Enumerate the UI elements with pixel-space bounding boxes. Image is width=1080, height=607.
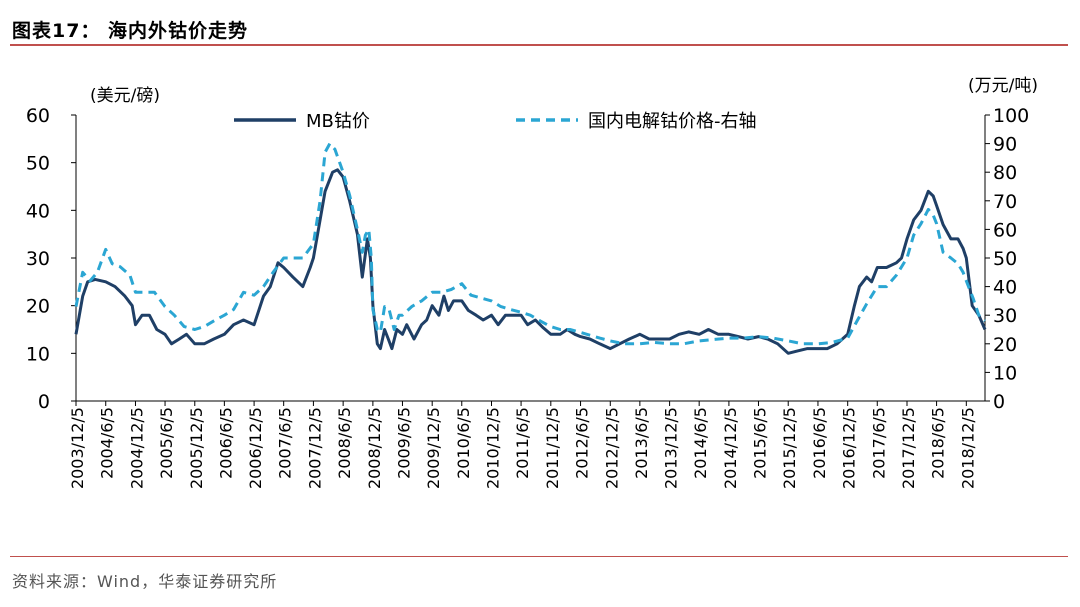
y-right-tick-label: 30 [993,305,1017,327]
chart-axes: 0 10 20 30 40 50 60 0 10 20 30 40 50 60 70 80 90 100 2003/… [26,105,1029,489]
y-left-tick-label: 10 [26,343,50,365]
x-tick-label: 2003/12/5 [68,407,87,489]
x-tick-label: 2007/6/5 [276,407,295,479]
y-right-tick-label: 60 [993,219,1017,241]
legend-label: 国内电解钴价格-右轴 [588,111,757,132]
y-right-tick-label: 90 [993,134,1017,156]
y-right-tick-label: 100 [993,105,1029,127]
x-tick-label: 2010/12/5 [484,407,503,489]
y-left-tick-label: 40 [26,200,50,222]
x-tick-label: 2014/6/5 [691,407,710,479]
x-tick-label: 2004/6/5 [98,407,117,479]
x-tick-label: 2009/12/5 [424,407,443,489]
x-tick-label: 2018/6/5 [929,407,948,479]
x-tick-label: 2008/12/5 [365,407,384,489]
y-left-tick-label: 50 [26,153,50,175]
x-tick-label: 2006/6/5 [216,407,235,479]
x-tick-label: 2017/6/5 [869,407,888,479]
y-right-tick-label: 0 [993,391,1005,413]
figure-title: 图表17： 海内外钴价走势 [12,20,249,42]
x-tick-label: 2010/6/5 [454,407,473,479]
y-left-tick-label: 60 [26,105,50,127]
y-right-tick-label: 80 [993,162,1017,184]
y-right-tick-label: 20 [993,334,1017,356]
x-tick-label: 2006/12/5 [246,407,265,489]
y-right-axis-label: (万元/吨) [968,76,1038,96]
y-left-tick-label: 0 [38,391,50,413]
x-tick-label: 2018/12/5 [958,407,977,489]
y-left-tick-label: 20 [26,296,50,318]
x-tick-label: 2013/12/5 [662,407,681,489]
y-left-tick-label: 30 [26,248,50,270]
title-divider [10,44,1068,46]
source-divider [10,556,1068,557]
chart-series [74,142,987,355]
x-tick-label: 2014/12/5 [721,407,740,489]
y-right-tick-label: 70 [993,191,1017,213]
series-line-right [74,142,987,346]
chart-legend: MB钴价 国内电解钴价格-右轴 [234,111,757,132]
x-tick-label: 2005/6/5 [157,407,176,479]
x-tick-label: 2015/12/5 [780,407,799,489]
x-tick-label: 2005/12/5 [187,407,206,489]
x-tick-label: 2011/12/5 [543,407,562,489]
y-right-tick-label: 10 [993,362,1017,384]
series-line-left [74,168,987,355]
x-tick-label: 2007/12/5 [305,407,324,489]
y-right-tick-label: 50 [993,248,1017,270]
x-tick-label: 2013/6/5 [632,407,651,479]
x-tick-label: 2016/12/5 [840,407,859,489]
x-tick-label: 2016/6/5 [810,407,829,479]
legend-label: MB钴价 [306,111,370,132]
x-tick-label: 2004/12/5 [127,407,146,489]
x-tick-label: 2011/6/5 [513,407,532,479]
x-tick-label: 2017/12/5 [899,407,918,489]
source-note: 资料来源：Wind，华泰证券研究所 [12,572,278,591]
x-tick-label: 2012/6/5 [573,407,592,479]
y-left-axis-label: (美元/磅) [90,86,160,106]
x-tick-label: 2015/6/5 [750,407,769,479]
x-tick-label: 2008/6/5 [335,407,354,479]
x-tick-label: 2012/12/5 [602,407,621,489]
x-tick-label: 2009/6/5 [394,407,413,479]
y-right-tick-label: 40 [993,277,1017,299]
